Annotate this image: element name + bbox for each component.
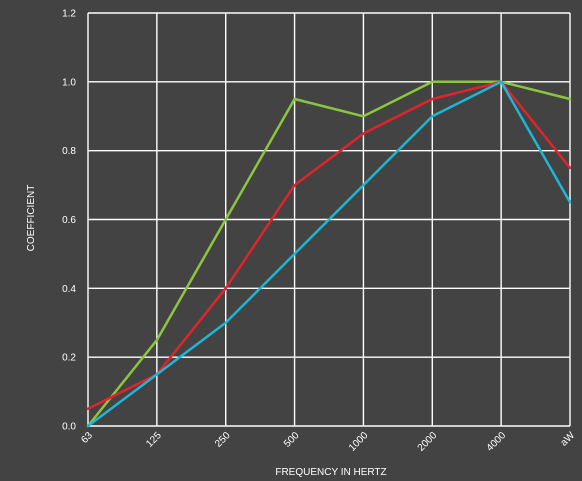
x-tick-label: 250 [213, 430, 233, 450]
y-tick-label: 0.8 [62, 146, 76, 157]
x-tick-label: 125 [144, 430, 164, 450]
x-tick-label: 63 [79, 430, 95, 446]
grid [87, 12, 571, 427]
y-tick-labels: 0.0 0.2 0.4 0.6 0.8 1.0 1.2 [62, 9, 76, 433]
y-tick-label: 0.4 [62, 284, 76, 295]
y-tick-label: 0.0 [62, 422, 76, 433]
x-tick-label: aW [559, 430, 578, 449]
y-tick-label: 1.0 [62, 77, 76, 88]
x-tick-label: 2000 [416, 430, 440, 454]
x-tick-labels: 63 125 250 500 1000 2000 4000 aW [79, 430, 577, 454]
y-axis-title: COEFFICIENT [26, 185, 37, 252]
y-tick-label: 0.6 [62, 215, 76, 226]
x-axis-title: FREQUENCY IN HERTZ [275, 467, 386, 478]
series-line-2 [86, 80, 572, 411]
series-line-3 [86, 80, 572, 428]
x-tick-label: 500 [282, 430, 302, 450]
y-tick-label: 0.2 [62, 353, 76, 364]
series-line-1 [86, 80, 572, 428]
series-lines [86, 80, 572, 428]
x-tick-label: 4000 [485, 430, 509, 454]
x-tick-label: 1000 [347, 430, 371, 454]
y-tick-label: 1.2 [62, 9, 76, 20]
